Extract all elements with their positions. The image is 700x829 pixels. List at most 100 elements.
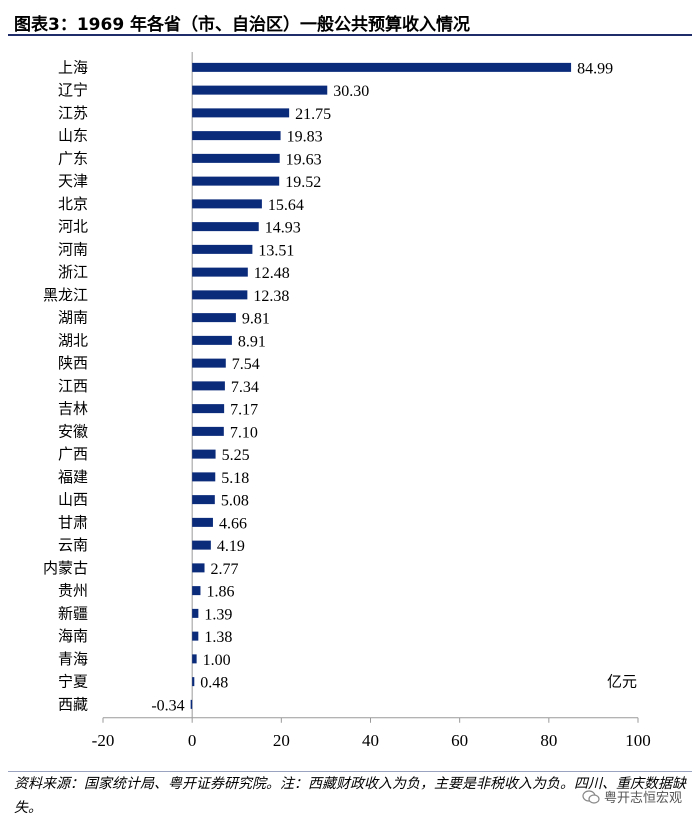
value-label: 12.38 [253,288,289,305]
x-tick-label: 0 [188,731,197,750]
bar [192,426,224,436]
value-label: 15.64 [268,197,304,214]
value-label: 5.25 [222,447,250,464]
category-label: 西藏 [58,695,88,713]
value-label: 1.39 [204,606,232,623]
category-label: 青海 [58,650,88,668]
bar [192,290,248,300]
category-label: 福建 [58,468,88,486]
bar [192,222,259,232]
category-label: 甘肃 [58,513,88,531]
bar [192,358,226,368]
value-label: 12.48 [254,265,290,282]
bar [192,176,280,186]
bar [192,404,225,414]
category-label: 上海 [58,58,88,76]
value-label: 7.10 [230,424,258,441]
value-label: 5.08 [221,493,249,510]
value-label: 8.91 [238,333,266,350]
value-label: 4.19 [217,538,245,555]
value-label: 0.48 [200,675,228,692]
unit-label: 亿元 [607,673,637,691]
bar [192,631,199,641]
category-label: 山东 [58,127,88,145]
chart-title: 图表3：1969 年各省（市、自治区）一般公共预算收入情况 [14,15,471,35]
category-label: 广西 [58,445,88,463]
source-note: 资料来源：国家统计局、粤开证券研究院。注：西藏财政收入为负，主要是非税收入为负。… [14,776,686,816]
bar [192,517,213,527]
bar [190,699,193,709]
category-label: 河南 [58,240,88,258]
bar [192,381,225,391]
value-label: 21.75 [295,106,331,123]
x-tick-label: 60 [451,731,468,750]
value-label: 7.17 [230,402,258,419]
watermark-text: 粤开志恒宏观 [603,791,682,806]
category-label: 湖南 [58,309,88,327]
value-label: 19.63 [286,151,322,168]
value-label: 1.38 [204,629,232,646]
bar [192,495,215,505]
value-label: 13.51 [258,242,294,259]
bar [192,62,572,72]
bar [192,608,199,618]
category-label: 新疆 [58,604,88,622]
category-label: 海南 [58,627,88,645]
bar [192,677,195,687]
title-row: 图表3：1969 年各省（市、自治区）一般公共预算收入情况 [8,6,692,36]
wechat-icon [582,789,600,804]
title-underline [8,34,692,36]
bar [192,267,248,277]
value-label: 30.30 [333,83,369,100]
value-label: 1.86 [206,584,234,601]
bar-chart: -20 0 20 40 60 80 100 上海 84.99 辽宁 30.30 江苏 21.75 山东 19… [43,52,651,750]
value-label: 1.00 [203,652,231,669]
x-tick-label: 100 [625,731,651,750]
category-label: 云南 [58,536,88,554]
bar [192,540,211,550]
value-label: 2.77 [211,561,239,578]
category-label: 江苏 [58,104,88,122]
bar [192,563,205,573]
bar [192,472,216,482]
category-label: 浙江 [58,263,88,281]
category-label: 江西 [58,377,88,395]
bar [192,131,281,141]
bar [192,153,280,163]
x-tick-label: 80 [540,731,557,750]
value-label: -0.34 [151,697,184,714]
value-label: 4.66 [219,515,247,532]
value-label: 19.52 [285,174,321,191]
watermark: 粤开志恒宏观 [582,787,682,806]
bar [192,199,262,209]
category-label: 广东 [58,149,88,167]
value-label: 9.81 [242,311,270,328]
category-label: 宁夏 [58,673,88,691]
value-label: 84.99 [577,60,613,77]
bar [192,654,197,664]
category-label: 吉林 [58,400,88,418]
bar [192,335,232,345]
value-label: 7.54 [232,356,260,373]
bar [192,313,236,323]
value-label: 19.83 [287,129,323,146]
bar [192,244,253,254]
x-tick-label: 40 [362,731,379,750]
category-label: 贵州 [58,582,88,600]
footer-divider [8,771,692,772]
category-label: 辽宁 [58,81,88,99]
category-label: 山西 [58,491,88,509]
bar [192,449,216,459]
category-label: 北京 [58,195,88,213]
category-label: 天津 [58,172,88,190]
category-label: 湖北 [58,331,88,349]
bar [192,108,290,118]
value-label: 14.93 [265,220,301,237]
category-label: 安徽 [58,422,88,440]
value-label: 5.18 [221,470,249,487]
category-label: 河北 [58,218,88,236]
x-tick-label: -20 [92,731,115,750]
category-label: 内蒙古 [43,559,88,577]
bar [192,85,328,95]
category-label: 黑龙江 [43,286,88,304]
